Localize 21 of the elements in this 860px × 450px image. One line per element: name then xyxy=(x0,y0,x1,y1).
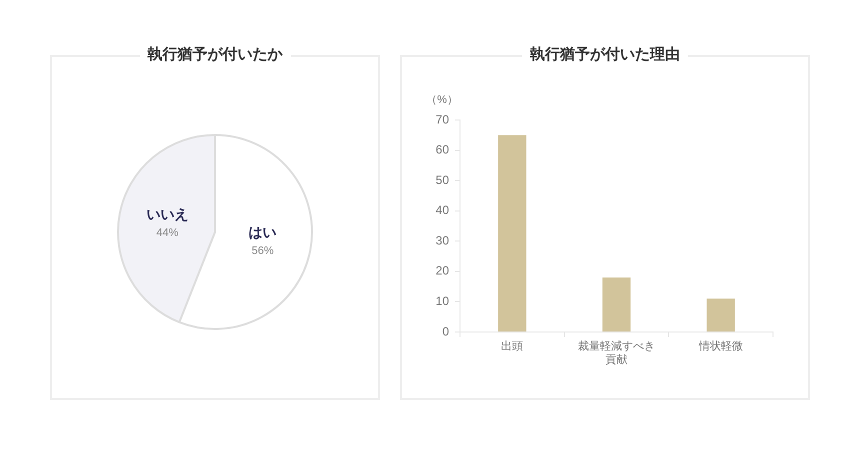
bar xyxy=(498,135,526,332)
x-tick-label: 裁量軽減すべき貢献 xyxy=(578,340,655,366)
y-tick-label: 0 xyxy=(442,324,450,338)
y-tick-label: 20 xyxy=(436,264,450,278)
y-tick-label: 60 xyxy=(436,142,450,157)
bar xyxy=(602,277,631,332)
chart-title: 執行猶予が付いた理由 xyxy=(522,46,688,63)
y-tick-label: 70 xyxy=(436,112,450,126)
y-tick-label: 10 xyxy=(436,294,450,308)
y-axis-title: （%） xyxy=(426,94,458,106)
y-tick-label: 40 xyxy=(436,203,450,218)
data-label: 44% xyxy=(156,226,179,239)
x-tick-label: 情状軽微 xyxy=(698,340,743,353)
y-tick-label: 50 xyxy=(436,172,450,187)
y-tick-label: 30 xyxy=(436,233,450,248)
slice-label: はい xyxy=(248,224,277,240)
bar xyxy=(706,298,735,332)
slice-label: いいえ xyxy=(146,206,188,222)
data-label: 56% xyxy=(252,245,274,258)
chart-title: 執行猶予が付いたか xyxy=(140,46,290,63)
x-tick-label: 出頭 xyxy=(501,340,524,353)
